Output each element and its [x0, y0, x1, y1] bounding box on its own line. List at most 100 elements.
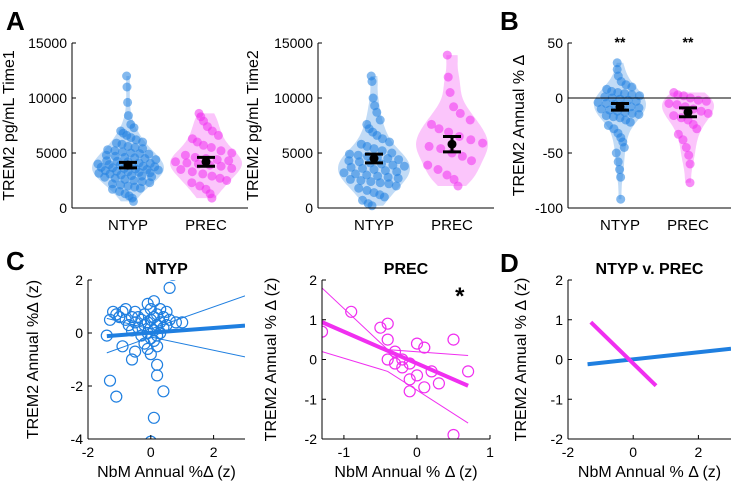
B-point-prec	[669, 111, 679, 121]
B-point-prec	[693, 95, 703, 105]
B-y-axis-label: TREM2 Annual % Δ	[511, 54, 528, 196]
C1-data-point	[169, 280, 176, 281]
D-xtick-label: -2	[562, 444, 575, 460]
C1-xtick-label: -2	[82, 444, 95, 460]
C1-xtick-label: 0	[147, 444, 155, 460]
C2-data-point	[410, 337, 424, 350]
A2-point-ntyp	[367, 77, 377, 86]
D-x-axis-label: NbM Annual % Δ (z)	[578, 464, 721, 481]
panel-label-c: C	[6, 246, 25, 276]
A1-point-ntyp	[122, 71, 132, 81]
C2-y-axis-label: TREM2 Annual % Δ (z)	[263, 278, 280, 442]
A2-point-ntyp	[368, 93, 378, 103]
C2-title: PREC	[384, 261, 429, 278]
A2-point-ntyp	[375, 115, 385, 125]
A2-y-axis-label: TREM2 pg/mL Time2	[245, 50, 262, 201]
C2-data-point	[418, 341, 431, 354]
A2-point-ntyp	[375, 178, 385, 188]
A1-mean-marker	[123, 160, 133, 170]
A2-point-prec	[467, 156, 476, 166]
C2-data-point	[432, 377, 445, 390]
A1-point-ntyp	[129, 176, 139, 185]
C2-significance: *	[455, 283, 465, 310]
A2-mean-marker	[447, 139, 457, 149]
A2-point-ntyp	[378, 134, 387, 144]
B-point-ntyp	[634, 110, 644, 119]
panel-a1-violin: NTYP PREC 0 5000 10000 15000 TREM2 pg/mL Time1	[1, 35, 248, 234]
B-point-prec	[681, 143, 691, 152]
A1-point-ntyp	[129, 123, 139, 133]
B-mean-marker	[615, 102, 625, 112]
C1-data-point	[151, 358, 164, 371]
C2-data-point	[403, 373, 416, 386]
A2-point-ntyp	[362, 170, 372, 180]
B-point-ntyp	[619, 143, 629, 152]
A1-point-ntyp	[122, 82, 132, 92]
B-point-prec	[701, 96, 711, 106]
A2-point-ntyp	[372, 107, 382, 117]
A1-point-prec	[207, 193, 217, 203]
C1-data-point	[144, 348, 157, 361]
A2-point-ntyp	[385, 137, 394, 147]
A1-point-ntyp	[138, 137, 148, 147]
A1-point-prec	[222, 176, 232, 185]
C2-data-point	[388, 345, 402, 358]
A1-point-ntyp	[123, 111, 133, 121]
A2-point-prec	[427, 119, 436, 129]
C1-data-point	[116, 340, 129, 353]
A2-point-prec	[449, 102, 459, 112]
C1-fit-line	[106, 323, 245, 339]
A2-point-ntyp	[379, 192, 389, 202]
C1-data-point	[129, 345, 142, 358]
A2-point-ntyp	[399, 161, 409, 171]
A2-point-prec	[444, 127, 454, 137]
A1-point-prec	[206, 143, 216, 152]
B-point-ntyp	[634, 103, 644, 113]
D-ytick-label: 2	[555, 272, 563, 288]
C1-data-point	[100, 329, 113, 342]
C2-ytick-label: 0	[309, 352, 317, 368]
A1-point-prec	[199, 140, 208, 150]
A2-point-ntyp	[339, 168, 349, 178]
A2-point-prec	[442, 50, 452, 60]
B-point-prec	[678, 135, 688, 145]
C1-data-point	[176, 316, 189, 329]
C1-data-point	[151, 369, 164, 382]
A1-point-prec	[187, 167, 197, 177]
A1-ytick-label: 0	[59, 200, 67, 216]
A2-point-ntyp	[369, 165, 379, 174]
C1-data-point	[157, 385, 170, 398]
d-line-ntyp	[587, 346, 731, 367]
A2-point-prec	[466, 135, 476, 145]
B-point-ntyp	[615, 165, 625, 174]
A2-point-prec	[453, 181, 463, 191]
C1-data-point	[144, 332, 157, 345]
C2-data-point	[410, 369, 424, 382]
C1-data-point	[163, 313, 176, 326]
A2-point-prec	[449, 174, 459, 184]
A1-point-prec	[187, 178, 197, 188]
A2-point-prec	[465, 115, 475, 125]
A1-point-prec	[198, 169, 208, 179]
A1-point-prec	[216, 161, 226, 171]
A2-point-prec	[442, 170, 452, 180]
A1-point-ntyp	[135, 183, 145, 193]
A2-point-prec	[436, 144, 446, 154]
A2-point-ntyp	[356, 176, 366, 185]
A2-point-ntyp	[358, 163, 367, 173]
B-point-prec	[685, 159, 695, 169]
D-ytick-label: 1	[555, 312, 563, 328]
A1-point-prec	[171, 157, 180, 167]
B-point-prec	[703, 108, 713, 118]
A1-point-prec	[180, 150, 190, 160]
D-ytick-label: -2	[551, 431, 564, 447]
C2-ytick-label: -2	[305, 431, 318, 447]
C1-y-axis-label: TREM2 Annual %Δ (z)	[25, 280, 42, 439]
B-point-prec	[664, 99, 674, 108]
A2-ytick-label: 0	[305, 200, 313, 216]
C2-data-point	[381, 333, 394, 346]
A2-point-prec	[433, 165, 443, 174]
B-point-prec	[684, 150, 694, 160]
A2-category-label: NTYP	[354, 217, 394, 234]
